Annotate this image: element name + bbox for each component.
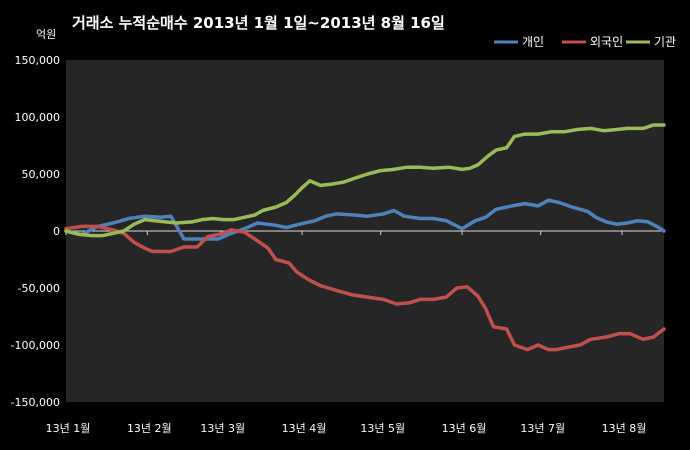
- y-tick-label: 100,000: [15, 111, 61, 124]
- legend: 개인 외국인 기관: [494, 35, 676, 49]
- x-tick-label: 13년 6월: [442, 422, 487, 435]
- legend-label-2: 기관: [654, 35, 676, 49]
- y-tick-label: 50,000: [22, 168, 61, 181]
- series-line-2: [64, 123, 666, 238]
- x-tick-label: 13년 4월: [282, 422, 327, 435]
- chart-title: 거래소 누적순매수 2013년 1월 1일~2013년 8월 16일: [72, 14, 445, 32]
- y-tick-label: -150,000: [11, 396, 60, 409]
- x-tick-label: 13년 8월: [602, 422, 647, 435]
- series-group: [64, 123, 666, 352]
- x-axis-ticks: 13년 1월 13년 2월 13년 3월 13년 4월 13년 5월 13년 6월 13년 …: [46, 231, 647, 435]
- x-tick-label: 13년 1월: [46, 422, 91, 435]
- series-line-1: [64, 224, 666, 352]
- y-axis-ticks: 150,000 100,000 50,000 0 -50,000 -100,000 -150…: [11, 54, 60, 409]
- y-tick-label: -50,000: [18, 282, 60, 295]
- x-tick-label: 13년 7월: [520, 422, 565, 435]
- y-axis-unit: 억원: [36, 28, 56, 41]
- x-tick-label: 13년 3월: [200, 422, 245, 435]
- series-line-0: [64, 198, 666, 241]
- x-tick-label: 13년 5월: [360, 422, 405, 435]
- x-tick-label: 13년 2월: [127, 422, 172, 435]
- y-tick-label: -100,000: [11, 339, 60, 352]
- y-tick-label: 0: [53, 225, 60, 238]
- legend-label-1: 외국인: [590, 35, 623, 49]
- legend-label-0: 개인: [522, 35, 544, 49]
- y-tick-label: 150,000: [15, 54, 61, 67]
